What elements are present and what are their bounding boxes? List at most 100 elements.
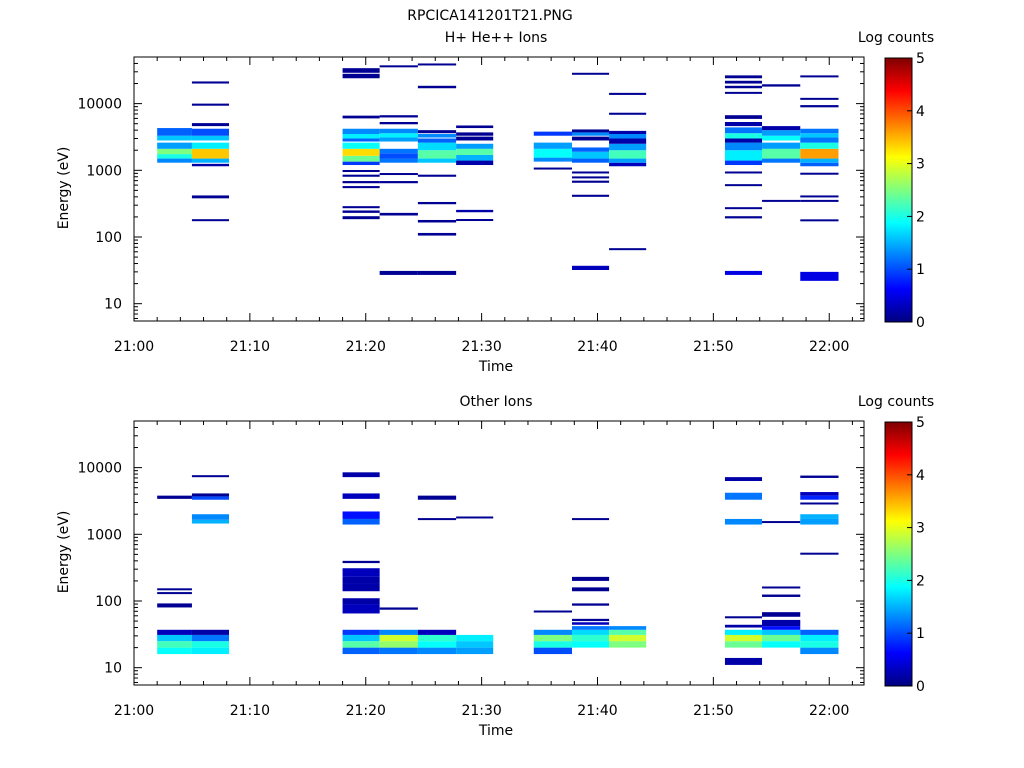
heatmap-cell: [191, 629, 230, 635]
heatmap-cell: [191, 475, 230, 478]
heatmap-cell: [762, 135, 801, 141]
heatmap-cell: [342, 511, 380, 519]
colorbar-tick-label: 1: [916, 262, 925, 278]
x-tick-label: 21:40: [577, 339, 617, 355]
heatmap-cell: [762, 586, 801, 589]
heatmap-cell: [379, 173, 418, 176]
heatmap-cell: [342, 493, 380, 499]
y-tick-label: 1000: [86, 527, 122, 543]
axes: 21:00 21:10 21:20 21:30 21:40 21:50 22:00 10 100…: [77, 420, 864, 719]
heatmap-cell: [191, 514, 230, 520]
heatmap-cell: [379, 270, 418, 275]
heatmap-cell: [456, 160, 494, 166]
heatmap-cell: [342, 138, 380, 142]
heatmap-cell: [724, 641, 763, 648]
heatmap-cell: [724, 657, 763, 665]
heatmap-cell: [800, 475, 839, 478]
heatmap-cell: [762, 158, 801, 163]
heatmap-cell: [724, 142, 763, 151]
heatmap-cell: [724, 518, 763, 525]
heatmap-cell: [609, 162, 647, 167]
heatmap-cell: [191, 81, 230, 84]
heatmap-cell: [157, 641, 192, 648]
heatmap-cell: [609, 92, 647, 95]
heatmap-cell: [572, 603, 610, 606]
heatmap-cell: [191, 158, 230, 163]
heatmap-cell: [572, 641, 610, 648]
heatmap-cell: [762, 634, 801, 642]
x-tick-label: 21:10: [230, 703, 270, 719]
heatmap-cell: [724, 624, 763, 628]
heatmap-cell: [342, 134, 380, 139]
heatmap-cell: [417, 495, 457, 500]
heatmap-cell: [342, 128, 380, 135]
heatmap-cell: [724, 122, 763, 127]
heatmap-cell: [572, 171, 610, 174]
colorbar-tick-label: 0: [916, 679, 925, 695]
heatmap-cell: [609, 134, 647, 139]
heatmap-cell: [342, 161, 380, 166]
heatmap-cell: [456, 148, 494, 155]
heatmap-cell: [456, 647, 494, 655]
heatmap-cell: [157, 634, 192, 642]
x-tick-label: 21:10: [230, 339, 270, 355]
heatmap-cell: [762, 130, 801, 136]
heatmap-cell: [572, 132, 610, 136]
heatmap-cell: [609, 248, 647, 251]
heatmap-cell: [191, 163, 230, 167]
heatmap-cell: [800, 142, 839, 149]
heatmap-cell: [379, 647, 418, 655]
heatmap-cell: [572, 629, 610, 635]
heatmap-cell: [191, 219, 230, 222]
x-tick-label: 22:00: [809, 703, 849, 719]
x-axis-label: Time: [478, 723, 513, 739]
colorbar: [884, 421, 913, 687]
heatmap-cells: [157, 63, 839, 281]
heatmap-cells: [157, 472, 839, 665]
heatmap-cell: [157, 629, 192, 635]
heatmap-cell: [572, 622, 610, 625]
heatmap-cell: [762, 142, 801, 149]
y-tick-label: 10: [104, 661, 122, 677]
heatmap-cell: [417, 63, 457, 66]
heatmap-cell: [762, 629, 801, 635]
heatmap-cell: [724, 616, 763, 619]
heatmap-cell: [724, 91, 763, 94]
heatmap-cell: [417, 174, 457, 177]
heatmap-cell: [572, 634, 610, 642]
heatmap-cell: [456, 125, 494, 129]
heatmap-cell: [342, 604, 380, 614]
heatmap-cell: [533, 142, 572, 149]
colorbar-tick-label: 4: [916, 468, 925, 484]
heatmap-cell: [724, 477, 763, 481]
heatmap-cell: [762, 626, 801, 630]
heatmap-cell: [157, 148, 192, 155]
plot-frame: [133, 56, 865, 322]
heatmap-cell: [762, 84, 801, 87]
y-tick-label: 100: [95, 230, 122, 246]
heatmap-cell: [342, 216, 380, 220]
heatmap-cell: [191, 142, 230, 149]
heatmap-cell: [417, 629, 457, 635]
heatmap-cell: [800, 172, 839, 175]
heatmap-cell: [379, 212, 418, 216]
heatmap-cell: [379, 133, 418, 138]
heatmap-cell: [800, 641, 839, 648]
heatmap-cell: [762, 594, 801, 597]
heatmap-cell: [800, 137, 839, 143]
heatmap-cell: [379, 153, 418, 159]
heatmap-cell: [762, 126, 801, 131]
heatmap-cell: [800, 75, 839, 78]
heatmap-cell: [379, 128, 418, 134]
heatmap-cell: [456, 209, 494, 213]
heatmap-cell: [157, 588, 192, 591]
heatmap-cell: [379, 65, 418, 68]
heatmap-cell: [609, 641, 647, 648]
heatmap-cell: [533, 610, 572, 613]
heatmap-cell: [724, 216, 763, 219]
colorbar-label: Log counts: [858, 30, 934, 46]
heatmap-cell: [572, 180, 610, 183]
heatmap-cell: [157, 592, 192, 595]
heatmap-cell: [800, 518, 839, 525]
